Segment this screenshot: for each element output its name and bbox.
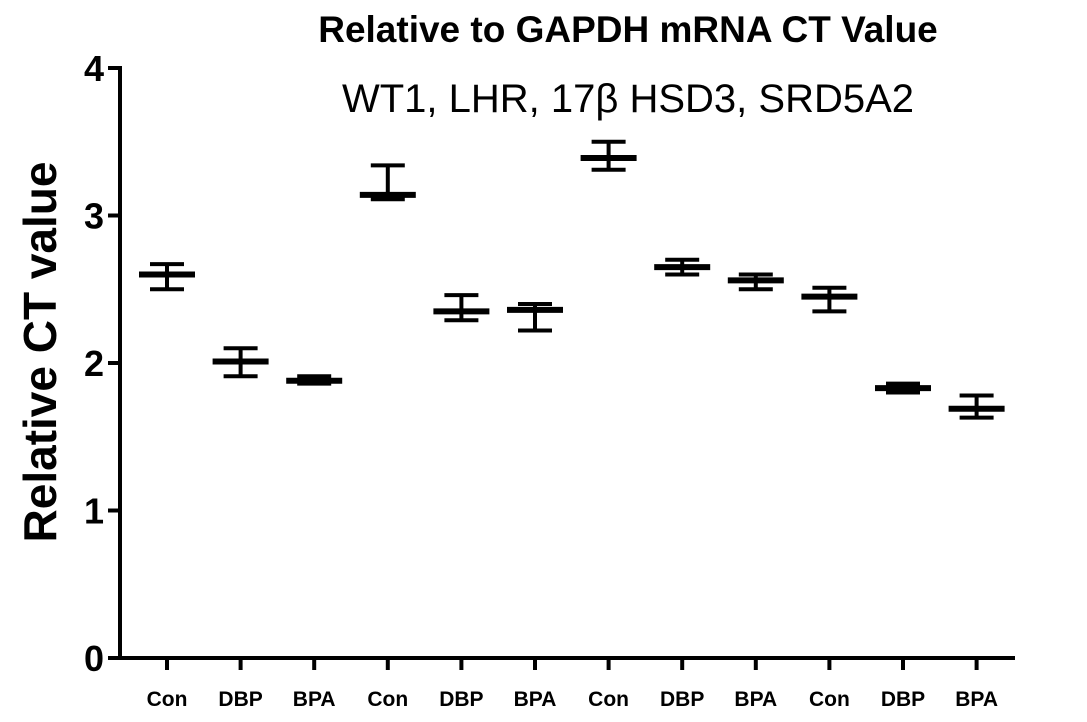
x-tick-label: DBP xyxy=(660,688,704,711)
y-tick-label: 2 xyxy=(84,343,104,384)
x-tick-label: Con xyxy=(367,688,408,711)
data-marks xyxy=(139,139,1005,420)
chart-title: Relative to GAPDH mRNA CT Value xyxy=(318,9,938,50)
x-tick-label: DBP xyxy=(881,688,925,711)
data-point-group xyxy=(359,163,416,202)
x-tick-label: BPA xyxy=(955,688,998,711)
x-tick-label: Con xyxy=(809,688,850,711)
x-tick-label: Con xyxy=(147,688,188,711)
data-point-group xyxy=(727,272,784,292)
x-tick-label: BPA xyxy=(514,688,557,711)
data-point-group xyxy=(875,381,931,395)
data-point-group xyxy=(580,139,637,172)
data-point-group xyxy=(433,293,490,323)
x-tick-label: DBP xyxy=(218,688,262,711)
y-axis-label: Relative CT value xyxy=(14,162,66,543)
data-point-group xyxy=(948,393,1005,420)
chart-subtitle: WT1, LHR, 17β HSD3, SRD5A2 xyxy=(342,77,914,121)
data-point-group xyxy=(654,257,711,277)
x-tick-label: DBP xyxy=(439,688,483,711)
y-tick-label: 1 xyxy=(84,491,104,532)
y-tick-label: 0 xyxy=(84,638,104,679)
x-tick-label: BPA xyxy=(293,688,336,711)
x-tick-label: BPA xyxy=(734,688,777,711)
data-point-group xyxy=(507,302,563,333)
x-ticks: Con DBP BPA Con DBP BPA Con DBP BPA Con DBP BPA xyxy=(147,658,998,711)
x-tick-label: Con xyxy=(588,688,629,711)
y-tick-label: 3 xyxy=(84,196,104,237)
data-point-group xyxy=(286,374,343,386)
y-ticks: 0 1 2 3 4 xyxy=(84,48,120,679)
y-tick-label: 4 xyxy=(84,48,104,89)
data-point-group xyxy=(212,346,269,379)
data-point-group xyxy=(139,262,195,292)
data-point-group xyxy=(801,285,858,314)
